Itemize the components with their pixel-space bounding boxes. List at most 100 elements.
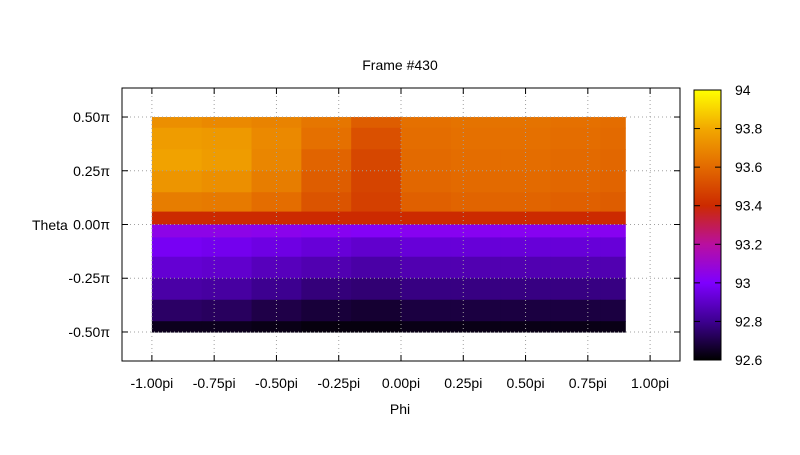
- heatmap-cell: [401, 149, 452, 172]
- heatmap-cell: [251, 237, 302, 258]
- heatmap-cell: [401, 256, 452, 279]
- heatmap-cell: [301, 256, 352, 279]
- heatmap-cell: [450, 299, 502, 322]
- heatmap-cell: [450, 211, 502, 226]
- heatmap-cell: [550, 149, 601, 172]
- heatmap-cell: [550, 224, 601, 238]
- colorbar-tick-label: 92.8: [735, 313, 762, 329]
- heatmap-cell: [401, 192, 452, 213]
- x-tick-label: -1.00pi: [130, 375, 173, 391]
- heatmap-cell: [450, 192, 502, 213]
- heatmap-cell: [450, 127, 502, 150]
- heatmap-cell: [351, 256, 402, 279]
- heatmap-cell: [500, 192, 552, 213]
- heatmap-cell: [401, 117, 452, 129]
- heatmap-cell: [201, 211, 253, 226]
- heatmap-cell: [301, 321, 352, 333]
- heatmap-cell: [301, 170, 352, 193]
- heatmap-cell: [600, 256, 626, 279]
- heatmap-cell: [550, 127, 601, 150]
- heatmap-cell: [351, 278, 402, 301]
- heatmap-cell: [450, 117, 502, 129]
- x-tick-label: -0.75pi: [193, 375, 236, 391]
- heatmap-cell: [600, 117, 626, 129]
- heatmap-cell: [550, 117, 601, 129]
- heatmap-cell: [450, 149, 502, 172]
- heatmap-cell: [450, 278, 502, 301]
- heatmap-cell: [151, 127, 203, 150]
- heatmap-cell: [401, 237, 452, 258]
- heatmap-cell: [201, 256, 253, 279]
- heatmap-cell: [301, 149, 352, 172]
- heatmap-cell: [351, 299, 402, 322]
- x-tick-label: -0.50pi: [255, 375, 298, 391]
- heatmap-cell: [151, 321, 203, 333]
- heatmap-cell: [151, 299, 203, 322]
- heatmap-cell: [351, 149, 402, 172]
- heatmap-cell: [151, 237, 203, 258]
- heatmap-cell: [151, 278, 203, 301]
- x-tick-label: 1.00pi: [631, 375, 669, 391]
- heatmap-cell: [600, 278, 626, 301]
- x-tick-label: 0.25pi: [444, 375, 482, 391]
- heatmap-cell: [201, 192, 253, 213]
- heatmap-cell: [351, 117, 402, 129]
- heatmap-cell: [301, 278, 352, 301]
- colorbar-tick-label: 93: [735, 275, 751, 291]
- heatmap-cell: [500, 170, 552, 193]
- heatmap-cell: [401, 299, 452, 322]
- heatmap-cells: [151, 117, 626, 333]
- heatmap-cell: [450, 321, 502, 333]
- heatmap-cell: [500, 127, 552, 150]
- heatmap-cell: [301, 224, 352, 238]
- heatmap-cell: [201, 117, 253, 129]
- heatmap-cell: [450, 256, 502, 279]
- heatmap-cell: [251, 278, 302, 301]
- heatmap-cell: [550, 237, 601, 258]
- heatmap-cell: [201, 127, 253, 150]
- colorbar-tick-label: 94: [735, 82, 751, 98]
- x-tick-label: 0.00pi: [382, 375, 420, 391]
- colorbar-tick-label: 93.6: [735, 159, 762, 175]
- heatmap-cell: [600, 321, 626, 333]
- x-axis: -1.00pi -0.75pi -0.50pi -0.25pi 0.00pi 0.25pi…: [130, 88, 669, 391]
- heatmap-cell: [450, 170, 502, 193]
- heatmap-cell: [301, 299, 352, 322]
- heatmap-cell: [550, 256, 601, 279]
- heatmap-cell: [251, 127, 302, 150]
- heatmap-cell: [600, 211, 626, 226]
- heatmap-cell: [600, 192, 626, 213]
- heatmap-cell: [500, 321, 552, 333]
- heatmap-cell: [251, 224, 302, 238]
- heatmap-cell: [550, 192, 601, 213]
- heatmap-cell: [201, 278, 253, 301]
- heatmap-cell: [151, 117, 203, 129]
- heatmap-cell: [151, 211, 203, 226]
- heatmap-cell: [600, 299, 626, 322]
- heatmap-cell: [251, 117, 302, 129]
- heatmap-cell: [401, 224, 452, 238]
- heatmap-cell: [151, 224, 203, 238]
- y-tick-label: -0.50π: [68, 324, 110, 340]
- heatmap-cell: [550, 211, 601, 226]
- heatmap-cell: [351, 192, 402, 213]
- heatmap-cell: [500, 256, 552, 279]
- heatmap-cell: [500, 117, 552, 129]
- heatmap-cell: [401, 211, 452, 226]
- heatmap-cell: [351, 237, 402, 258]
- heatmap-cell: [151, 149, 203, 172]
- grid-lines: [122, 88, 680, 361]
- heatmap-cell: [600, 224, 626, 238]
- heatmap-cell: [351, 170, 402, 193]
- heatmap-cell: [550, 170, 601, 193]
- x-tick-label: 0.50pi: [506, 375, 544, 391]
- heatmap-cell: [251, 192, 302, 213]
- heatmap-cell: [301, 127, 352, 150]
- y-tick-label: 0.25π: [73, 163, 110, 179]
- heatmap-cell: [550, 321, 601, 333]
- heatmap-cell: [301, 117, 352, 129]
- heatmap-cell: [301, 192, 352, 213]
- heatmap-cell: [500, 224, 552, 238]
